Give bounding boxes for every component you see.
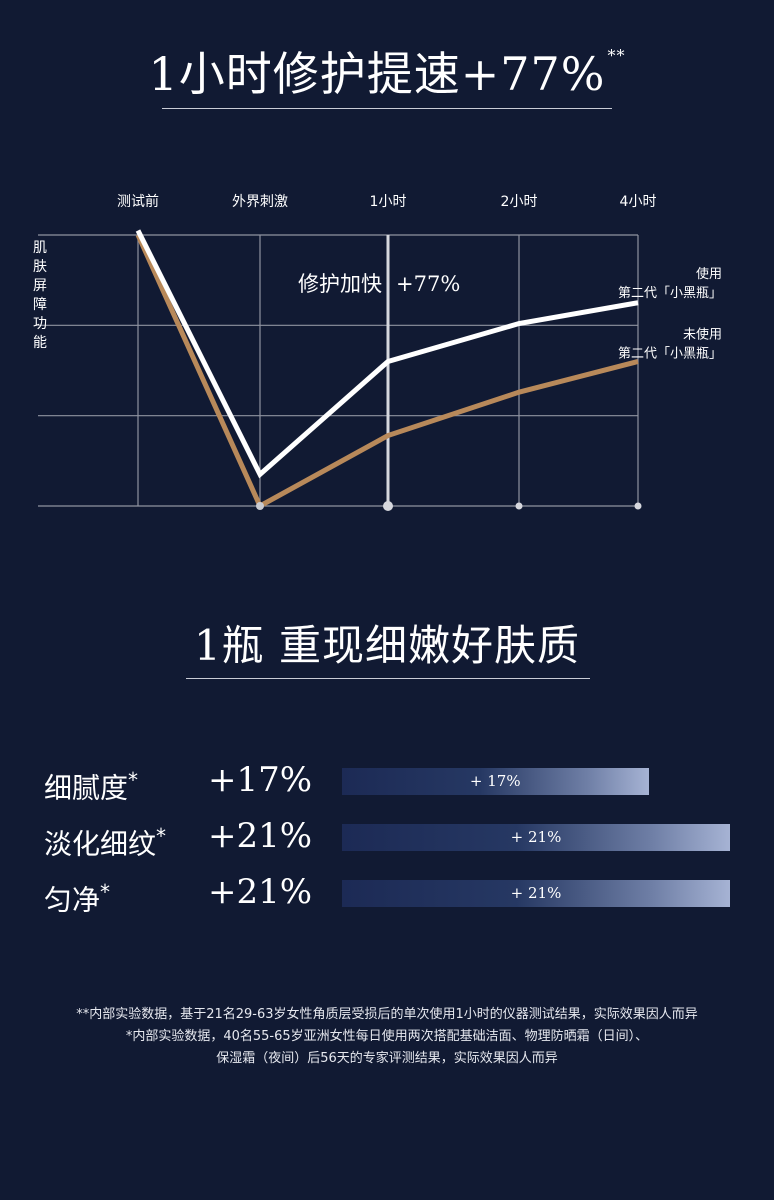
x-tick-label: 外界刺激 [232, 193, 288, 210]
series-label: 第二代「小黑瓶」 [618, 346, 722, 361]
bar-fill: + 21% [342, 824, 730, 851]
x-tick-label: 2小时 [501, 194, 538, 210]
bar-row-fine-lines: 淡化细纹* +21% + 21% [0, 816, 774, 860]
bar-row-smoothness: 细腻度* +17% + 17% [0, 760, 774, 804]
x-axis-tick-dot [634, 502, 642, 510]
bar-label: 细腻度* [44, 760, 138, 808]
bar-fill: + 17% [342, 768, 649, 795]
footnotes: **内部实验数据，基于21名29-63岁女性角质层受损后的单次使用1小时的仪器测… [0, 1004, 774, 1070]
section1-title-mark: ** [607, 46, 626, 65]
bar-track: + 21% [342, 880, 730, 907]
section2-title: 1瓶 重现细嫩好肤质 [193, 621, 581, 670]
x-axis-tick-dot [383, 501, 393, 511]
section1-title: 1小时修护提速+77% ** [0, 38, 774, 104]
bar-label-text: 匀净 [44, 883, 101, 917]
y-axis-label-char: 屏 [33, 278, 47, 294]
bar-label-text: 细腻度 [44, 771, 129, 805]
section1-title-text: 1小时修护提速+77% [148, 47, 606, 101]
bar-label-mark: * [128, 768, 139, 792]
x-tick-label: 测试前 [117, 193, 159, 210]
y-axis-label-char: 肌 [33, 240, 47, 256]
footnote-line: **内部实验数据，基于21名29-63岁女性角质层受损后的单次使用1小时的仪器测… [76, 1007, 698, 1022]
bar-value: +21% [208, 872, 313, 912]
series-line [135, 233, 639, 510]
bar-text: + 21% [510, 828, 562, 846]
bar-fill: + 21% [342, 880, 730, 907]
y-axis-label-char: 能 [33, 335, 47, 351]
series-label: 使用 [696, 266, 722, 282]
annotation-value: +77% [396, 272, 460, 296]
series-point [256, 502, 264, 510]
series-line [135, 229, 639, 479]
y-axis-label-char: 障 [33, 297, 47, 313]
bar-label: 淡化细纹* [44, 816, 166, 864]
section1-divider [162, 108, 612, 109]
bar-text: + 21% [510, 884, 562, 902]
series-label: 第二代「小黑瓶」 [618, 286, 722, 301]
x-tick-label: 4小时 [620, 194, 657, 210]
x-axis-tick-dot [515, 502, 523, 510]
bar-label-mark: * [100, 880, 111, 904]
series-label: 未使用 [683, 326, 722, 342]
footnote-line: *内部实验数据，40名55-65岁亚洲女性每日使用两次搭配基础洁面、物理防晒霜（… [125, 1029, 649, 1044]
bar-track: + 21% [342, 824, 730, 851]
y-axis-label-char: 功 [33, 316, 47, 332]
section2-divider [186, 678, 590, 679]
y-axis-label-char: 肤 [33, 259, 47, 275]
bar-label-mark: * [156, 824, 167, 848]
bar-label-text: 淡化细纹 [44, 827, 157, 861]
bar-track: + 17% [342, 768, 730, 795]
bar-value: +21% [208, 816, 313, 856]
bar-label: 匀净* [44, 872, 110, 920]
annotation-text: 修护加快 [298, 272, 382, 296]
bar-value: +17% [208, 760, 313, 800]
footnote-line: 保湿霜（夜间）后56天的专家评测结果，实际效果因人而异 [216, 1051, 558, 1066]
bar-text: + 17% [469, 772, 521, 790]
x-tick-label: 1小时 [370, 194, 407, 210]
recovery-line-chart: 测试前 外界刺激 1小时 2小时 4小时肌肤屏障功能使用第二代「小黑瓶」未使用第二代「小… [33, 193, 722, 511]
bar-row-evenness: 匀净* +21% + 21% [0, 872, 774, 916]
